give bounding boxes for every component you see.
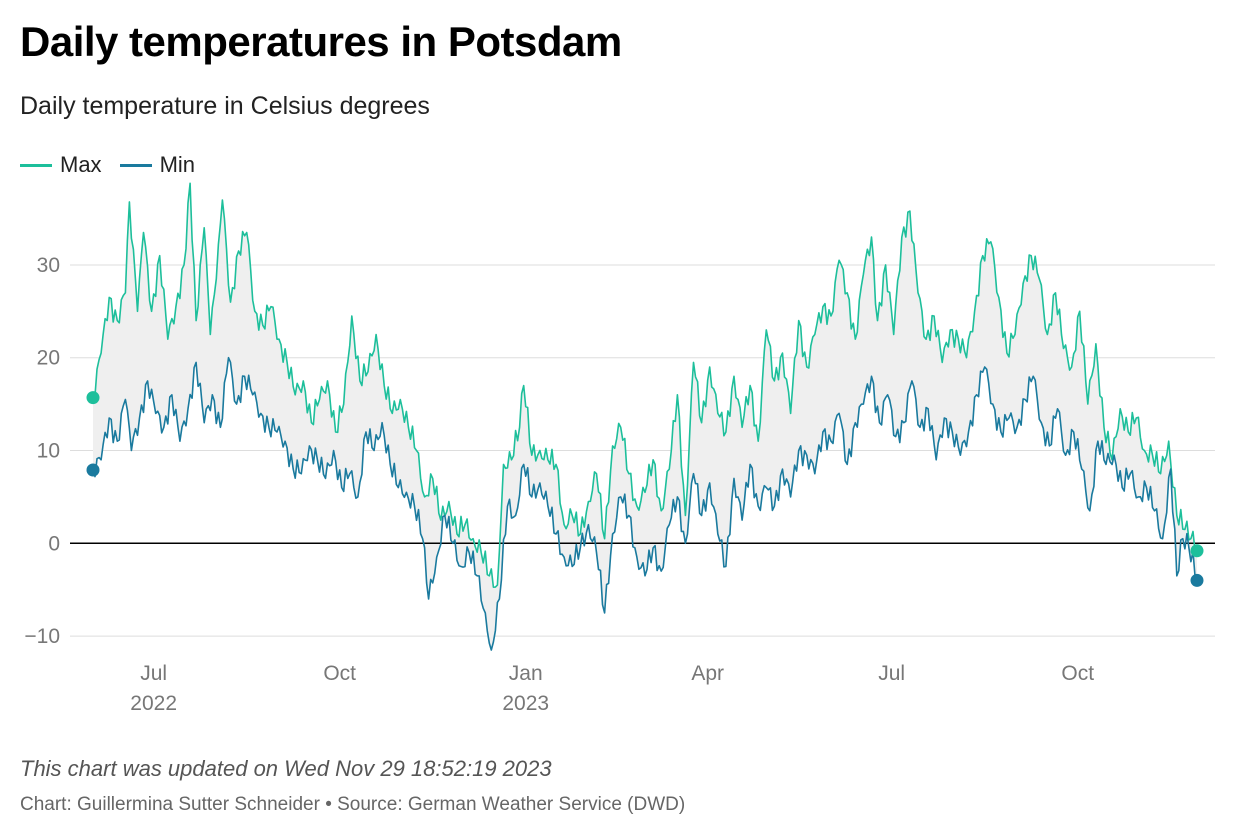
x-tick-sublabel: 2022 — [130, 692, 177, 715]
x-tick-label: Apr — [691, 662, 724, 685]
series-line-min — [92, 356, 1198, 651]
legend: Max Min — [20, 152, 213, 178]
series-end-point-min — [1190, 573, 1204, 587]
series-end-point-max — [1190, 544, 1204, 558]
line-layer — [92, 182, 1198, 651]
legend-item-min: Min — [119, 152, 196, 178]
series-start-point-max — [86, 391, 100, 405]
x-tick-label: Jul — [878, 662, 905, 685]
legend-swatch-max — [20, 163, 52, 167]
legend-label-max: Max — [60, 152, 102, 177]
y-tick-label: 30 — [37, 254, 60, 277]
chart-notes: This chart was updated on Wed Nov 29 18:… — [20, 756, 552, 781]
chart-plot: −10 0 10 20 30 Jul 2022 Oct Jan 2023 Apr Jul Oct — [24, 182, 1215, 715]
legend-swatch-min — [119, 163, 152, 167]
band-layer — [93, 183, 1197, 651]
x-tick-label: Jan — [509, 662, 543, 685]
chart-footer: Chart: Guillermina Sutter Schneider • So… — [20, 794, 686, 815]
series-line-max — [92, 182, 1198, 588]
legend-label-min: Min — [159, 152, 196, 177]
chart-subtitle: Daily temperature in Celsius degrees — [20, 92, 430, 120]
y-tick-label: 0 — [48, 532, 60, 555]
tick-layer: −10 0 10 20 30 Jul 2022 Oct Jan 2023 Apr Jul Oct — [24, 254, 1094, 715]
x-tick-label: Jul — [140, 662, 167, 685]
y-tick-label: 20 — [37, 347, 60, 370]
range-band — [93, 183, 1197, 651]
x-tick-label: Oct — [323, 662, 356, 685]
chart-title: Daily temperatures in Potsdam — [20, 18, 622, 65]
point-layer — [86, 391, 1204, 587]
x-tick-label: Oct — [1061, 662, 1094, 685]
x-tick-sublabel: 2023 — [502, 692, 549, 715]
y-tick-label: 10 — [37, 440, 60, 463]
legend-item-max: Max — [20, 152, 102, 178]
y-tick-label: −10 — [24, 625, 60, 648]
series-start-point-min — [86, 463, 100, 477]
